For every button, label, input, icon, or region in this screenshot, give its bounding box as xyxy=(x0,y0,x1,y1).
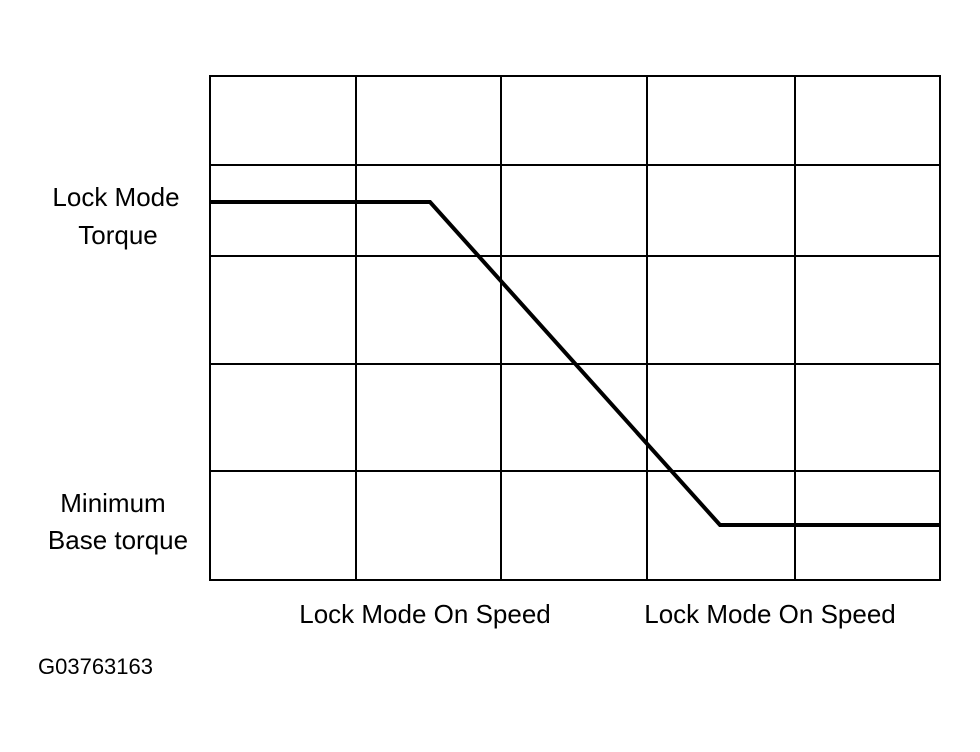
y-label: Lock Mode xyxy=(52,182,179,212)
torque-curve xyxy=(210,200,940,527)
plot-frame xyxy=(209,75,941,581)
y-label: Torque xyxy=(78,220,158,250)
x-label: Lock Mode On Speed xyxy=(644,599,896,629)
y-label: Base torque xyxy=(48,525,188,555)
x-label: Lock Mode On Speed xyxy=(299,599,551,629)
grid-lines xyxy=(210,76,940,580)
y-label: Minimum xyxy=(60,488,165,518)
figure-id: G03763163 xyxy=(38,654,153,679)
